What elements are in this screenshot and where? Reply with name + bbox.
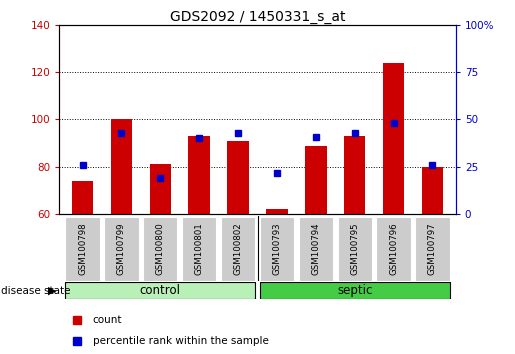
Bar	[105, 217, 139, 281]
Bar	[143, 217, 177, 281]
Title: GDS2092 / 1450331_s_at: GDS2092 / 1450331_s_at	[170, 10, 345, 24]
Bar	[344, 136, 365, 214]
Bar	[182, 217, 216, 281]
Text: ▶: ▶	[48, 286, 57, 296]
Bar	[72, 181, 93, 214]
Bar	[376, 217, 410, 281]
Text: control: control	[140, 284, 181, 297]
Text: GSM100794: GSM100794	[311, 222, 320, 275]
Text: GSM100797: GSM100797	[428, 222, 437, 275]
Bar	[383, 63, 404, 214]
Bar	[305, 145, 327, 214]
Bar	[260, 217, 294, 281]
Bar	[65, 217, 100, 281]
Bar	[299, 217, 333, 281]
Bar	[111, 119, 132, 214]
Text: GSM100798: GSM100798	[78, 222, 87, 275]
Text: GSM100801: GSM100801	[195, 222, 204, 275]
Bar	[260, 282, 450, 299]
Bar	[188, 136, 210, 214]
Bar	[150, 165, 171, 214]
Text: septic: septic	[337, 284, 372, 297]
Bar	[227, 141, 249, 214]
Text: percentile rank within the sample: percentile rank within the sample	[93, 336, 269, 346]
Bar	[415, 217, 450, 281]
Bar	[221, 217, 255, 281]
Text: GSM100793: GSM100793	[272, 222, 281, 275]
Text: GSM100796: GSM100796	[389, 222, 398, 275]
Text: disease state: disease state	[1, 286, 71, 296]
Text: GSM100802: GSM100802	[234, 222, 243, 275]
Text: count: count	[93, 315, 122, 325]
Bar	[266, 210, 288, 214]
Bar	[338, 217, 372, 281]
Text: GSM100800: GSM100800	[156, 222, 165, 275]
Bar	[422, 167, 443, 214]
Text: GSM100795: GSM100795	[350, 222, 359, 275]
Bar	[65, 282, 255, 299]
Text: GSM100799: GSM100799	[117, 222, 126, 275]
